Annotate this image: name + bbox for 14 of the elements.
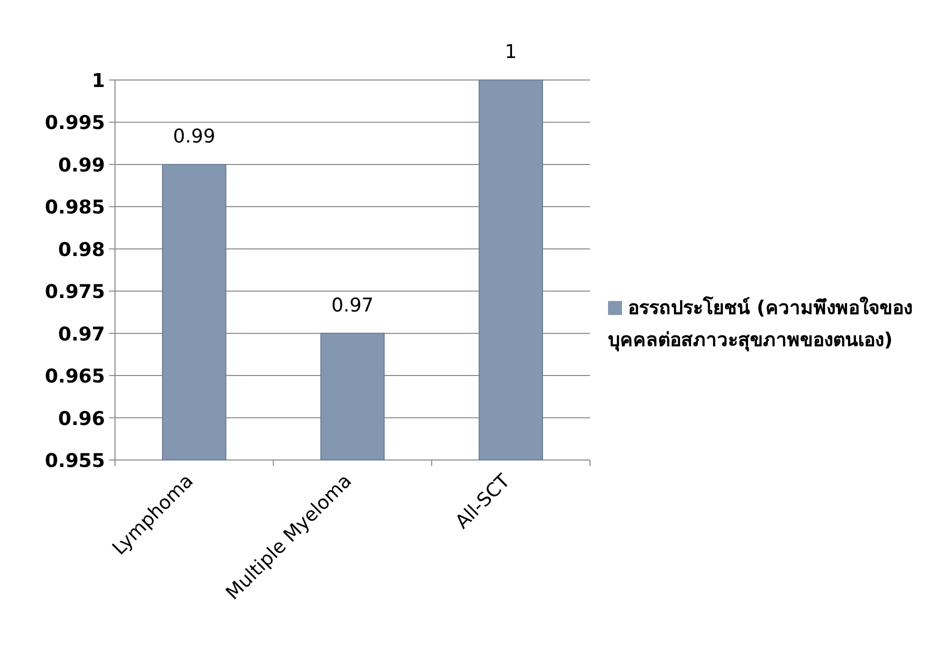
data-label: 0.99 (173, 125, 216, 148)
y-tick-label: 0.98 (58, 238, 105, 261)
y-tick-label: 0.975 (44, 281, 105, 304)
y-tick-label: 0.96 (58, 408, 105, 430)
data-label: 0.97 (331, 294, 374, 316)
y-tick-label: 0.955 (44, 450, 105, 472)
data-label: 1 (504, 41, 517, 63)
y-tick-label: 1 (92, 70, 105, 92)
y-tick-label: 0.97 (58, 323, 105, 346)
y-tick-label: 0.99 (58, 154, 105, 176)
y-tick-label: 0.965 (44, 366, 105, 388)
y-tick-label: 0.995 (44, 112, 105, 134)
legend-label: อรรถประโยชน์ (ความพึงพอใจของบุคคลต่อสภาวะสุขภาพของตนเอง) (608, 297, 912, 351)
y-tick-label: 0.985 (44, 196, 105, 219)
